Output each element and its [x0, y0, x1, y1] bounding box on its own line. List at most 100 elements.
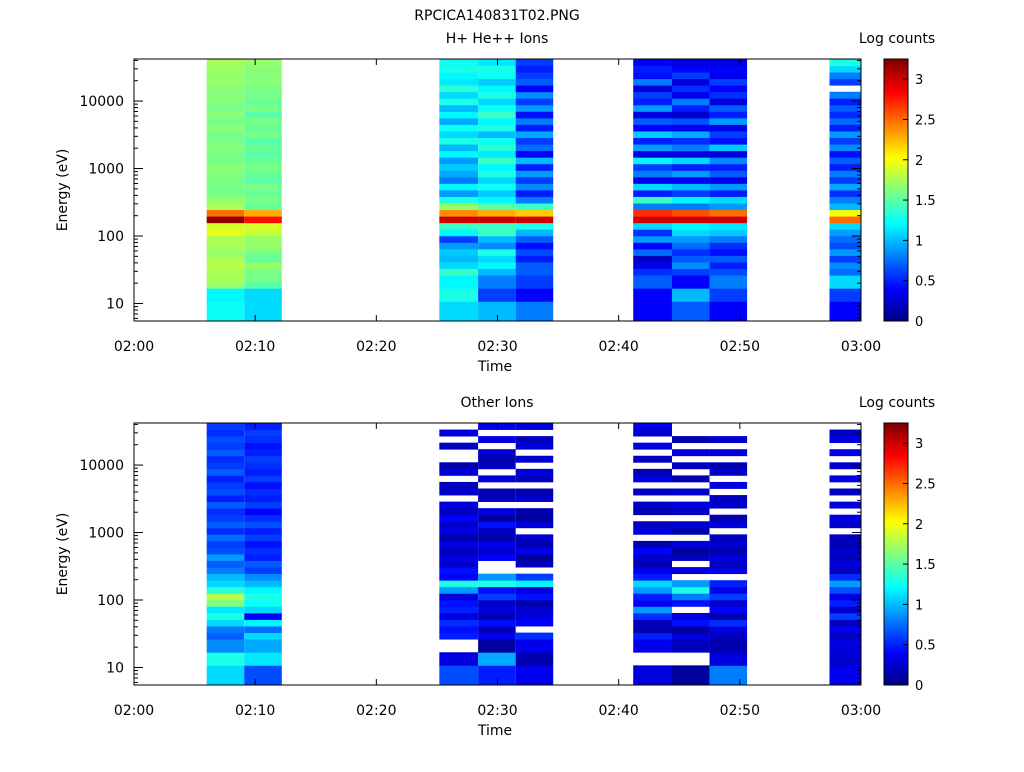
heatmap-cell — [829, 222, 861, 230]
heatmap-cell — [829, 612, 861, 620]
colorbar-step — [884, 535, 908, 538]
colorbar-step — [884, 247, 908, 250]
heatmap-cell — [244, 216, 282, 224]
heatmap-cell — [478, 554, 516, 561]
colorbar-step — [884, 59, 908, 62]
colorbar-step — [884, 291, 908, 294]
heatmap-cell — [633, 580, 672, 588]
colorbar-step — [884, 671, 908, 674]
colorbar-step — [884, 193, 908, 196]
heatmap-cell — [633, 521, 672, 529]
heatmap-cell — [633, 612, 672, 620]
heatmap-cell — [439, 91, 479, 99]
heatmap-cell — [206, 449, 245, 457]
heatmap-cell — [709, 229, 748, 237]
colorbar-step — [884, 171, 908, 174]
heatmap-cell — [633, 190, 672, 197]
heatmap-cell — [633, 678, 672, 686]
heatmap-cell — [244, 117, 282, 125]
heatmap-cell — [829, 632, 861, 640]
heatmap-cell — [206, 85, 245, 93]
colorbar-step — [884, 97, 908, 100]
colorbar-step — [884, 81, 908, 84]
heatmap-cell — [633, 281, 672, 289]
colorbar-step — [884, 167, 908, 170]
heatmap-cell — [515, 508, 554, 516]
heatmap-cell — [671, 475, 710, 483]
heatmap-cell — [709, 501, 748, 509]
colorbar-step — [884, 287, 908, 290]
heatmap-cell — [206, 235, 245, 243]
colorbar-step — [884, 575, 908, 578]
heatmap-cell — [244, 671, 282, 679]
heatmap-cell — [633, 314, 672, 322]
heatmap-cell — [709, 449, 748, 457]
colorbar-step — [884, 541, 908, 544]
colorbar-step — [884, 101, 908, 104]
heatmap-cell — [709, 281, 748, 289]
heatmap-cell — [709, 72, 748, 80]
heatmap-cell — [206, 540, 245, 548]
heatmap-cell — [244, 262, 282, 269]
colorbar-step — [884, 281, 908, 284]
heatmap-cell — [671, 131, 710, 138]
colorbar-step — [884, 463, 908, 466]
heatmap-cell — [633, 468, 672, 476]
heatmap-cell — [206, 98, 245, 106]
heatmap-cell — [515, 176, 554, 184]
colorbar-step — [884, 77, 908, 80]
colorbar-step — [884, 663, 908, 666]
heatmap-cell — [244, 163, 282, 171]
heatmap-cell — [633, 104, 672, 112]
heatmap-cell — [633, 442, 672, 450]
heatmap-cell — [439, 288, 479, 296]
colorbar-step — [884, 189, 908, 192]
panel-h-he-ions: H+ He++ Ions Time Energy (eV) Log counts… — [55, 31, 936, 375]
heatmap-cell — [244, 534, 282, 542]
heatmap-cell — [244, 170, 282, 178]
heatmap-cell — [633, 222, 672, 230]
heatmap-cell — [206, 59, 245, 66]
heatmap-cell — [439, 560, 479, 568]
colorbar-step — [884, 517, 908, 520]
colorbar-step — [884, 253, 908, 256]
heatmap-cell — [515, 229, 554, 237]
colorbar-step — [884, 565, 908, 568]
heatmap-cell — [206, 501, 245, 509]
y-tick-label: 10000 — [79, 458, 124, 474]
colorbar-step — [884, 299, 908, 302]
colorbar-step — [884, 125, 908, 128]
colorbar-step — [884, 191, 908, 194]
heatmap-cell — [206, 281, 245, 289]
heatmap-cell — [671, 124, 710, 132]
heatmap-cell — [515, 307, 554, 315]
colorbar-step — [884, 199, 908, 202]
colorbar-step — [884, 491, 908, 494]
heatmap-cell — [829, 183, 861, 191]
heatmap-cell — [244, 514, 282, 522]
y-tick-label: 1000 — [88, 526, 124, 542]
heatmap-cell — [206, 527, 245, 535]
heatmap-cell — [478, 462, 516, 470]
heatmap-cell — [244, 98, 282, 106]
heatmap-cell — [515, 560, 554, 568]
heatmap-cell — [439, 72, 479, 80]
heatmap-cell — [515, 554, 554, 561]
colorbar-step — [884, 529, 908, 532]
x-tick-label: 02:00 — [114, 703, 154, 719]
heatmap-cell — [244, 85, 282, 93]
heatmap-cell — [671, 248, 710, 256]
heatmap-cell — [244, 72, 282, 80]
colorbar-step — [884, 159, 908, 162]
heatmap-cell — [709, 203, 748, 211]
heatmap-cell — [244, 508, 282, 516]
heatmap-cell — [439, 567, 479, 575]
colorbar-step — [884, 531, 908, 534]
heatmap-cell — [633, 593, 672, 601]
heatmap-cell — [206, 567, 245, 575]
colorbar-step — [884, 593, 908, 596]
heatmap-cell — [671, 255, 710, 263]
heatmap-cell — [244, 481, 282, 489]
colorbar-step — [884, 617, 908, 620]
heatmap-cell — [244, 248, 282, 256]
